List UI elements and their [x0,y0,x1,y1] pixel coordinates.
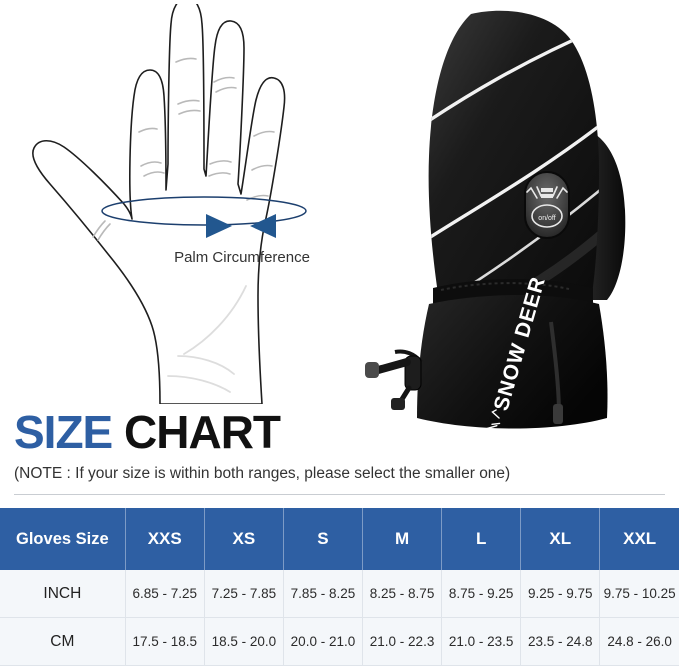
illustration-area: Palm Circumference [32,4,626,429]
divider [14,494,665,495]
heated-mitten-photo: on/off SNOW DEER [365,10,626,433]
row-label-inch: INCH [0,570,126,618]
strap-stitching [440,282,570,291]
deer-antler-icon [526,186,568,199]
cell-cm-s: 20.0 - 21.0 [283,617,364,666]
title-block: SIZE CHART (NOTE : If your size is withi… [0,406,679,495]
size-table-container: Gloves Size XXS XS S M L XL XXL INCH 6.8… [0,508,679,666]
note-text: (NOTE : If your size is within both rang… [14,465,511,482]
cell-inch-xl: 9.25 - 9.75 [520,570,601,618]
power-button[interactable]: on/off [524,171,570,239]
header-gloves-size: Gloves Size [0,508,126,570]
cell-inch-xxl: 9.75 - 10.25 [599,570,679,618]
header-size-l: L [441,508,522,570]
zipper-pull[interactable] [553,404,563,424]
header-size-xl: XL [520,508,601,570]
button-ring [531,204,563,228]
header-size-s: S [283,508,364,570]
power-button-label: on/off [538,215,555,222]
cell-cm-xl: 23.5 - 24.8 [520,617,601,666]
cell-inch-xs: 7.25 - 7.85 [204,570,284,618]
cell-inch-xxs: 6.85 - 7.25 [125,570,205,618]
arrow-right-icon [206,214,232,238]
cell-cm-xs: 18.5 - 20.0 [204,617,284,666]
header-size-xxl: XXL [599,508,679,570]
arrow-left-icon [250,214,276,238]
table-row: CM 17.5 - 18.5 18.5 - 20.0 20.0 - 21.0 2… [0,617,679,666]
cell-inch-m: 8.25 - 8.75 [362,570,443,618]
cell-cm-xxs: 17.5 - 18.5 [125,617,205,666]
palm-circumference-label: Palm Circumference [174,249,310,266]
cell-cm-m: 21.0 - 22.3 [362,617,443,666]
page-title: SIZE CHART [0,406,679,458]
title-word-chart: CHART [124,406,281,458]
header-size-xxs: XXS [125,508,205,570]
row-label-cm: CM [0,617,126,666]
header-size-m: M [362,508,443,570]
cell-cm-l: 21.0 - 23.5 [441,617,522,666]
header-size-xs: XS [204,508,284,570]
title-word-size: SIZE [14,406,113,458]
cell-inch-l: 8.75 - 9.25 [441,570,522,618]
table-header-row: Gloves Size XXS XS S M L XL XXL [0,508,679,570]
palm-circumference-ellipse [101,196,307,226]
cell-inch-s: 7.85 - 8.25 [283,570,364,618]
cell-cm-xxl: 24.8 - 26.0 [599,617,679,666]
drawcord-toggle[interactable] [365,349,423,410]
palm-measurement-diagram: Palm Circumference [32,4,310,404]
table-row: INCH 6.85 - 7.25 7.25 - 7.85 7.85 - 8.25… [0,570,679,618]
size-chart-table: Gloves Size XXS XS S M L XL XXL INCH 6.8… [0,508,679,666]
brand-deer-icon [486,409,501,433]
